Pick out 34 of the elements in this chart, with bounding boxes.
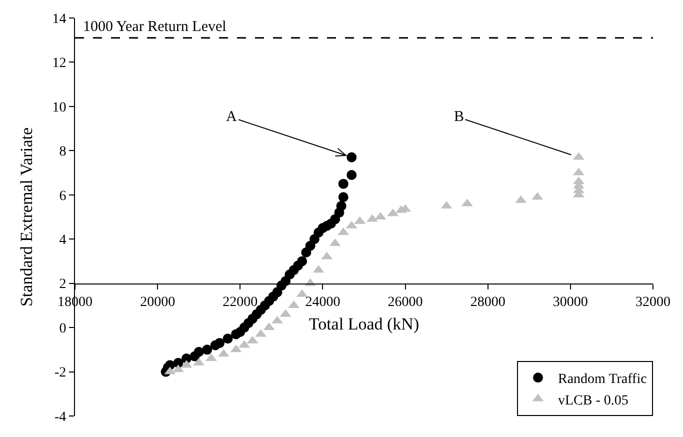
- y-tick-label: 6: [59, 188, 66, 204]
- x-tick-label: 28000: [470, 295, 506, 310]
- point: [214, 338, 224, 348]
- legend-label: Random Traffic: [558, 372, 647, 388]
- point: [202, 344, 212, 355]
- x-tick-label: 20000: [140, 295, 176, 310]
- y-tick-label: -2: [54, 366, 66, 381]
- legend-label: vLCB - 0.05: [558, 393, 628, 408]
- x-axis-title: Total Load (kN): [308, 314, 420, 334]
- point: [338, 192, 348, 202]
- y-tick-label: 8: [59, 144, 66, 160]
- y-tick-label: 10: [52, 100, 66, 116]
- x-tick-label: 26000: [388, 295, 423, 310]
- point: [346, 152, 357, 162]
- point: [297, 256, 308, 266]
- point: [194, 346, 204, 357]
- x-tick-label: 22000: [222, 295, 258, 310]
- y-tick-label: 14: [52, 12, 66, 27]
- x-tick-label: 32000: [636, 295, 670, 310]
- y-tick-label: 0: [59, 321, 66, 336]
- point: [336, 200, 346, 211]
- y-axis-title: Standard Extremal Variate: [16, 127, 36, 307]
- y-tick-label: 12: [52, 56, 66, 72]
- point: [222, 334, 233, 344]
- x-tick-label: 30000: [552, 295, 588, 310]
- x-tick-label: 24000: [305, 295, 340, 310]
- y-tick-label: 2: [59, 277, 66, 292]
- annotation: A: [226, 109, 237, 125]
- y-tick-label: -4: [54, 410, 66, 425]
- ref-line-label: 1000 Year Return Level: [83, 19, 226, 35]
- y-tick-label: 4: [59, 233, 66, 248]
- point: [346, 170, 357, 180]
- annotation: B: [454, 109, 464, 125]
- point: [338, 178, 348, 189]
